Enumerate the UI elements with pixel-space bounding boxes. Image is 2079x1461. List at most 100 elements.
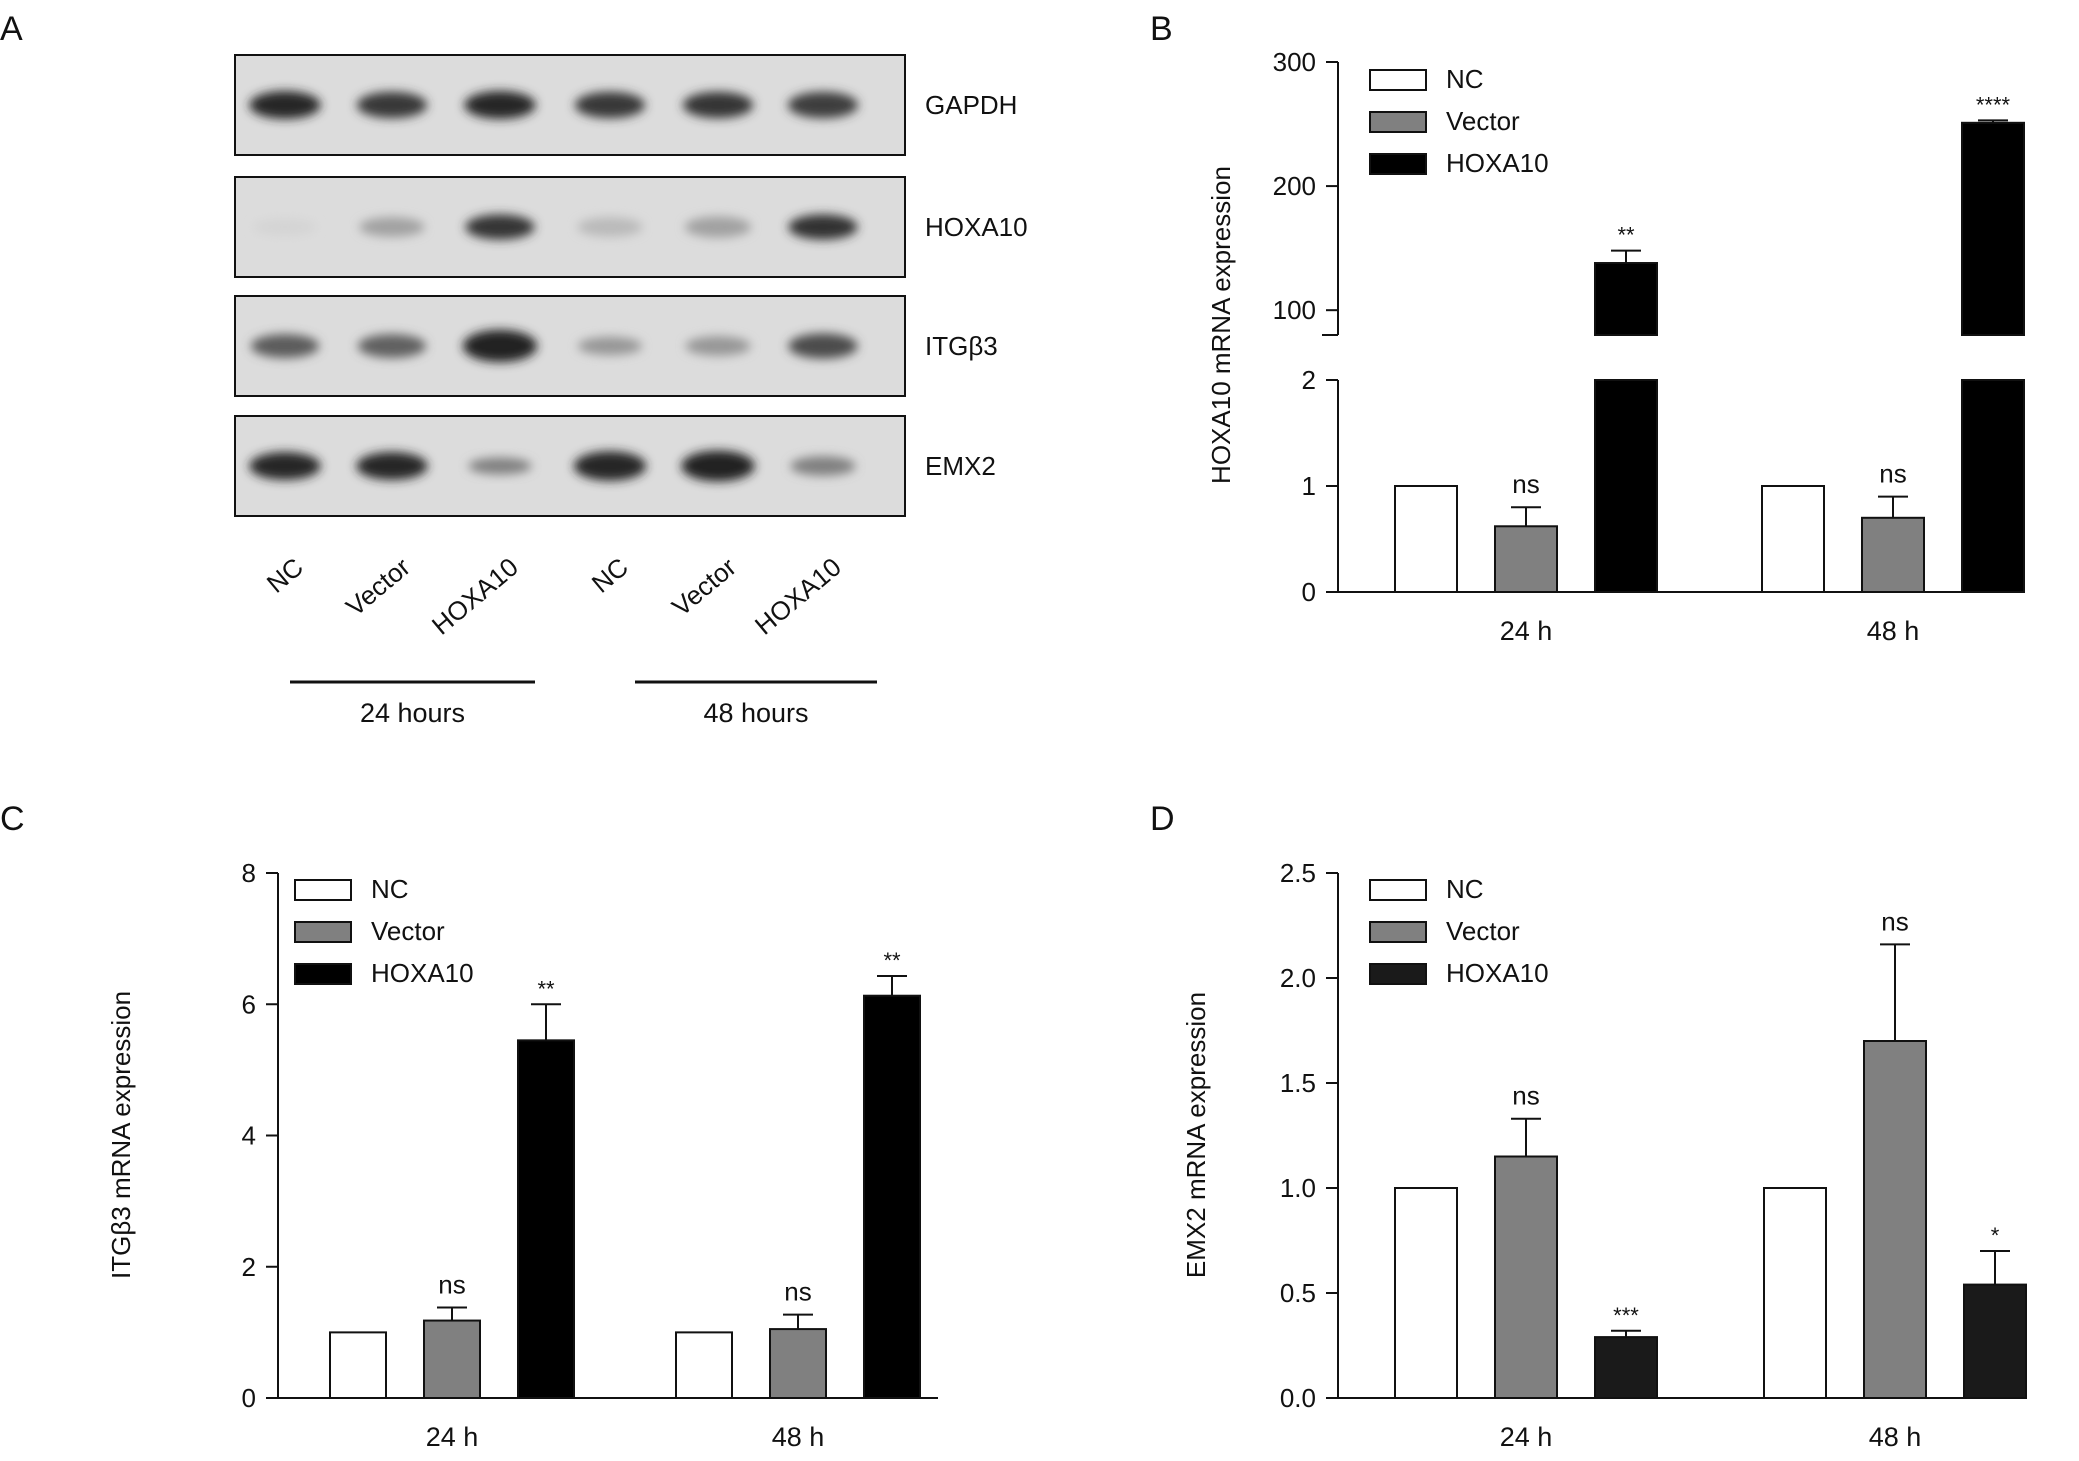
y-tick-label: 0 <box>242 1383 256 1413</box>
legend-label: Vector <box>1446 916 1520 946</box>
bar-nc-24-h <box>1394 485 1458 593</box>
significance-label: ns <box>1512 1081 1539 1111</box>
bar-vector-24-h: ns <box>423 1269 481 1399</box>
bar <box>675 1331 733 1399</box>
legend-label: Vector <box>1446 106 1520 136</box>
blot-band <box>790 456 856 476</box>
significance-label: ** <box>883 948 901 973</box>
bar <box>1494 1155 1558 1399</box>
x-tick-label: 48 h <box>1867 616 1920 646</box>
y-tick-label: 2 <box>242 1252 256 1282</box>
panel-letter-a: A <box>0 10 23 48</box>
chart-panel-c: 0 2 4 6 8 ns ns ** ** 24 h 48 h ITGβ3 mRNA expressi… <box>106 858 938 1452</box>
blot-band <box>685 336 751 356</box>
lane-label: NC <box>261 552 309 599</box>
legend-swatch-vector <box>1369 921 1427 943</box>
y-tick-label: 300 <box>1273 47 1316 77</box>
bar-nc-24-h <box>1394 1187 1458 1399</box>
y-tick-label: 2.5 <box>1280 858 1316 888</box>
bar <box>1963 1283 2027 1399</box>
y-tick-label: 8 <box>242 858 256 888</box>
bar <box>1861 516 1925 593</box>
blot-band <box>788 333 858 359</box>
y-tick-label: 1 <box>1302 471 1316 501</box>
blot-band <box>573 451 647 481</box>
y-tick-label: 1.5 <box>1280 1068 1316 1098</box>
y-axis-label: ITGβ3 mRNA expression <box>106 991 136 1279</box>
x-tick-label: 48 h <box>1869 1422 1922 1452</box>
legend-label: HOXA10 <box>371 958 474 988</box>
legend-swatch-nc <box>1369 69 1427 91</box>
bar-hoxa10-48-h: **** <box>1961 92 2025 593</box>
blot-band <box>249 91 321 119</box>
x-tick-label: 24 h <box>1500 1422 1553 1452</box>
blot-strip-itgb3: ITGβ3 <box>234 295 998 397</box>
protein-label: ITGβ3 <box>925 331 998 361</box>
blot-band <box>468 457 532 475</box>
lane-label: HOXA10 <box>426 552 524 641</box>
bar-upper-segment <box>1961 121 2025 336</box>
bar-nc-24-h <box>329 1331 387 1399</box>
blot-strip-emx2: EMX2 <box>234 415 996 517</box>
bar-lower-segment <box>1961 379 2025 593</box>
significance-label: ns <box>784 1277 811 1307</box>
bar-upper-segment <box>1594 262 1658 337</box>
blot-strip-gapdh: GAPDH <box>234 54 1017 156</box>
significance-label: **** <box>1976 92 2011 117</box>
bar <box>1494 525 1558 594</box>
bar <box>769 1328 827 1399</box>
bar-lower-segment <box>1594 379 1658 593</box>
legend-label: HOXA10 <box>1446 958 1549 988</box>
panel-letter-d: D <box>1150 800 1175 838</box>
bar-vector-48-h: ns <box>1861 459 1925 593</box>
significance-label: * <box>1991 1223 2000 1248</box>
protein-label: GAPDH <box>925 90 1017 120</box>
blot-band <box>356 91 428 119</box>
blot-band <box>684 216 752 238</box>
blot-band <box>577 217 643 237</box>
lane-label: Vector <box>340 551 416 622</box>
bar <box>423 1319 481 1399</box>
bar <box>1863 1040 1927 1399</box>
lane-label: HOXA10 <box>749 552 847 641</box>
y-tick-label: 2 <box>1302 365 1316 395</box>
bar-hoxa10-48-h: * <box>1963 1223 2027 1399</box>
legend: NC Vector HOXA10 <box>1369 64 1549 178</box>
legend-swatch-vector <box>294 921 352 943</box>
blot-band <box>357 334 427 358</box>
bar <box>1761 485 1825 593</box>
lane-label: Vector <box>666 551 742 622</box>
bar-nc-48-h <box>675 1331 733 1399</box>
blot-band <box>249 452 321 480</box>
bar-hoxa10-24-h: ** <box>1594 223 1658 593</box>
blot-band <box>250 334 320 358</box>
legend-label: NC <box>371 874 409 904</box>
legend-swatch-hoxa10 <box>294 963 352 985</box>
x-tick-label: 24 h <box>426 1422 479 1452</box>
y-tick-label: 1.0 <box>1280 1173 1316 1203</box>
bar-vector-24-h: ns <box>1494 469 1558 594</box>
legend-swatch-hoxa10 <box>1369 963 1427 985</box>
y-tick-label: 2.0 <box>1280 963 1316 993</box>
significance-label: ** <box>537 976 555 1001</box>
bar-nc-48-h <box>1761 485 1825 593</box>
y-tick-label: 200 <box>1273 171 1316 201</box>
protein-label: EMX2 <box>925 451 996 481</box>
y-tick-label: 100 <box>1273 295 1316 325</box>
legend-label: HOXA10 <box>1446 148 1549 178</box>
legend: NC Vector HOXA10 <box>1369 874 1549 988</box>
significance-label: ns <box>438 1269 465 1299</box>
legend-swatch-vector <box>1369 111 1427 133</box>
x-tick-label: 24 h <box>1500 616 1553 646</box>
legend-swatch-nc <box>294 879 352 901</box>
y-tick-label: 6 <box>242 989 256 1019</box>
blot-band <box>681 450 755 482</box>
blot-band <box>574 91 646 119</box>
blot-strip-hoxa10: HOXA10 <box>234 176 1028 278</box>
y-tick-label: 0.0 <box>1280 1383 1316 1413</box>
bar <box>1594 1336 1658 1399</box>
y-tick-label: 4 <box>242 1121 256 1151</box>
blot-band <box>464 91 536 119</box>
